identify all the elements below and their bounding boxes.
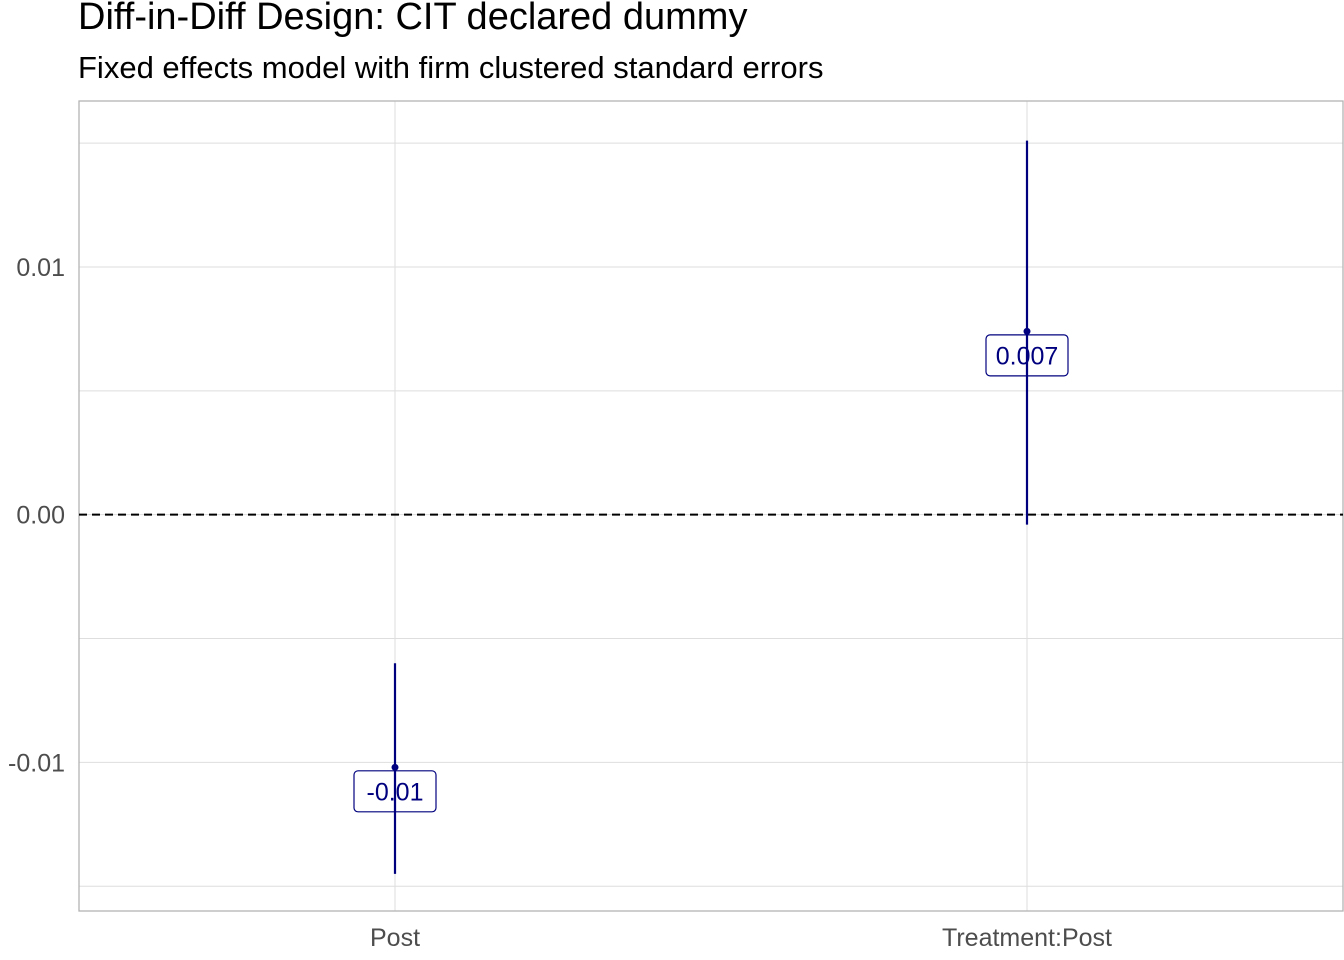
x-tick-label: Post — [370, 924, 420, 952]
grid-lines — [79, 101, 1343, 911]
axis-labels: -0.01 0.00 0.01 Post Treatment:Post — [8, 254, 1112, 952]
data-labels: -0.010.007 — [353, 334, 1069, 813]
y-tick-label: 0.01 — [16, 254, 65, 282]
chart-title: Diff-in-Diff Design: CIT declared dummy — [78, 0, 748, 38]
chart-subtitle: Fixed effects model with firm clustered … — [78, 50, 824, 85]
panel-border — [78, 100, 1344, 912]
x-tick-label: Treatment:Post — [942, 924, 1112, 952]
y-tick-label: -0.01 — [8, 749, 65, 777]
coefficient-marks — [391, 140, 1031, 874]
point-estimate — [1023, 327, 1031, 335]
point-estimate — [391, 763, 399, 771]
y-tick-label: 0.00 — [16, 502, 65, 530]
